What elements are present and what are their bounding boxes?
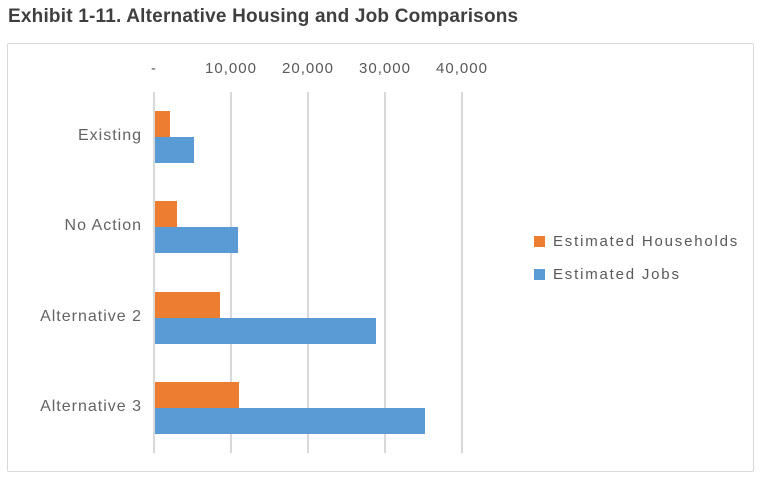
bar-estimated-jobs: [155, 407, 426, 434]
bar-estimated-households: [155, 201, 177, 228]
x-axis-tick-label: 20,000: [282, 60, 334, 77]
gridline: [461, 92, 463, 453]
y-axis-category-label: No Action: [64, 217, 142, 235]
legend-label-estimated-households: Estimated Households: [553, 233, 740, 250]
x-axis-tick-label: 10,000: [205, 60, 257, 77]
gridline: [384, 92, 386, 453]
y-axis-category-label: Alternative 3: [40, 397, 142, 415]
gridline: [230, 92, 232, 453]
legend-item-estimated-jobs: Estimated Jobs: [534, 266, 681, 284]
x-axis-tick-label: 30,000: [359, 60, 411, 77]
gridline: [307, 92, 309, 453]
legend-item-estimated-households: Estimated Households: [534, 233, 739, 251]
legend-swatch-estimated-households: [534, 236, 545, 247]
bar-estimated-households: [155, 111, 170, 138]
bar-estimated-households: [155, 291, 221, 318]
bar-estimated-jobs: [155, 137, 194, 164]
chart-title: Exhibit 1-11. Alternative Housing and Jo…: [8, 6, 519, 27]
y-axis-category-label: Existing: [77, 127, 142, 145]
gridline: [153, 92, 155, 453]
chart-area: - 10,000 20,000 30,000 40,000 Existing No Acti…: [7, 43, 754, 472]
x-axis-tick-label: -: [151, 60, 157, 77]
y-axis-category-label: Alternative 2: [40, 307, 142, 325]
x-axis-tick-label: 40,000: [436, 60, 488, 77]
bar-estimated-jobs: [155, 227, 239, 254]
legend-swatch-estimated-jobs: [534, 269, 545, 280]
bar-estimated-jobs: [155, 317, 376, 344]
bar-estimated-households: [155, 381, 239, 408]
legend-label-estimated-jobs: Estimated Jobs: [553, 266, 681, 283]
